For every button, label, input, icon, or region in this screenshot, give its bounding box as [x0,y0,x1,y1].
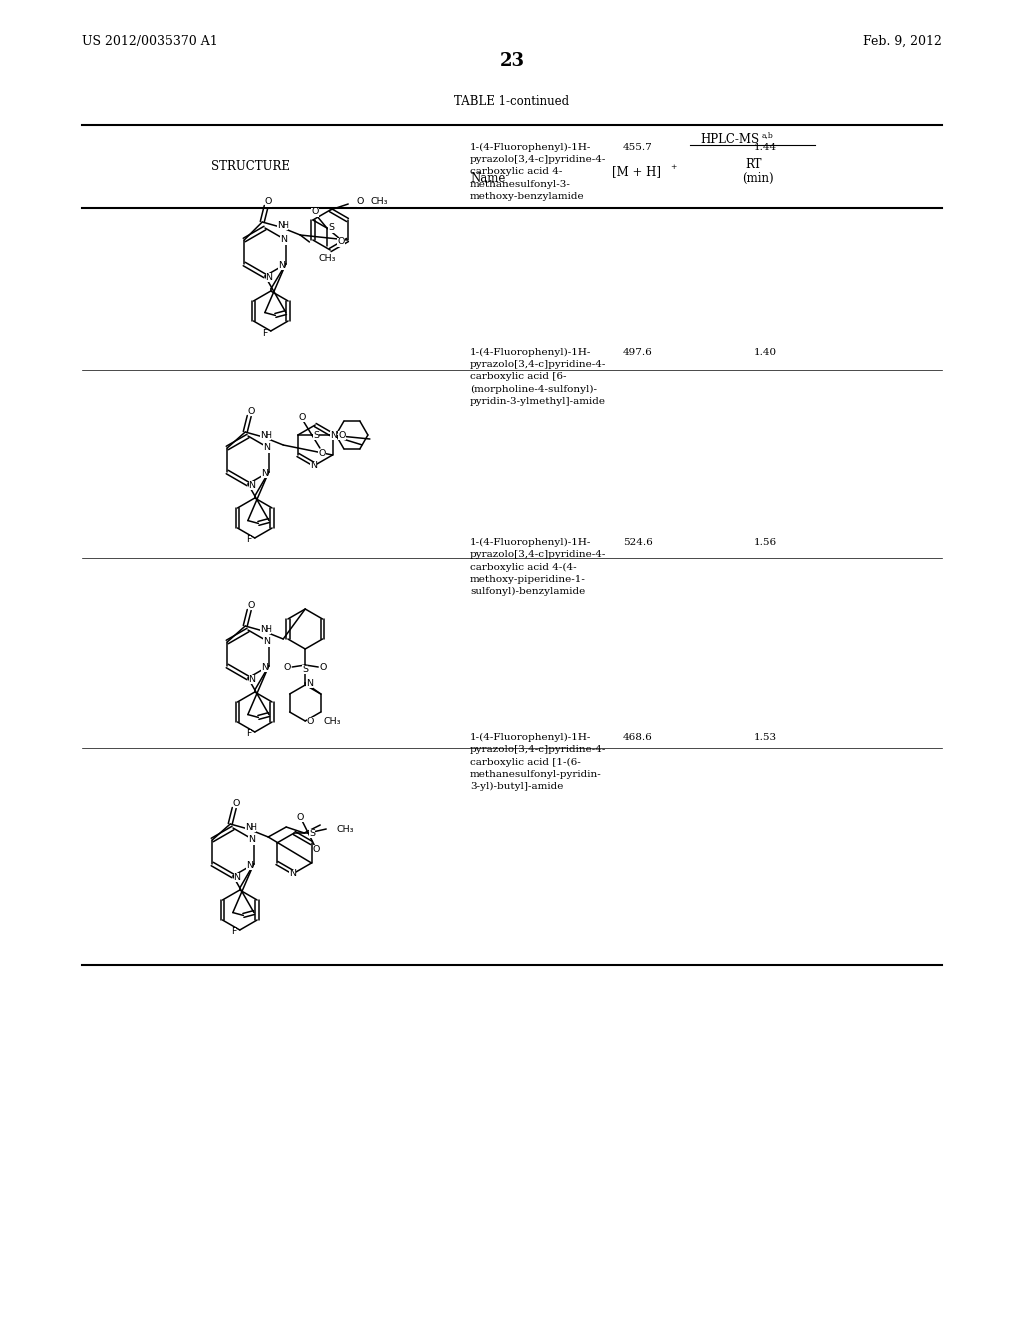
Text: 497.6: 497.6 [624,348,653,356]
Text: O: O [297,813,304,821]
Text: O: O [232,799,240,808]
Text: N: N [260,430,266,440]
Text: F: F [246,536,252,544]
Text: O: O [248,601,255,610]
Text: CH₃: CH₃ [371,198,388,206]
Text: N: N [261,469,268,478]
Text: H: H [250,822,256,832]
Text: S: S [302,664,308,673]
Text: N: N [281,235,288,244]
Text: 1.40: 1.40 [754,348,776,356]
Text: F: F [231,928,237,936]
Text: (min): (min) [742,172,773,185]
Text: O: O [319,663,327,672]
Text: S: S [328,223,334,232]
Text: 1.56: 1.56 [754,539,776,546]
Text: Name: Name [470,172,506,185]
Text: N: N [248,836,255,845]
Text: N: N [306,678,312,688]
Text: O: O [264,198,272,206]
Text: TABLE 1-continued: TABLE 1-continued [455,95,569,108]
Text: [M + H]: [M + H] [612,165,662,178]
Text: N: N [309,462,316,470]
Text: H: H [265,430,271,440]
Text: N: N [265,272,272,281]
Text: S: S [313,430,318,440]
Text: 1.44: 1.44 [754,143,776,152]
Text: N: N [245,822,252,832]
Text: O: O [298,412,305,421]
Text: H: H [265,624,271,634]
Text: CH₃: CH₃ [336,825,353,833]
Text: 1-(4-Fluorophenyl)-1H-
pyrazolo[3,4-c]pyridine-4-
carboxylic acid 4-(4-
methoxy-: 1-(4-Fluorophenyl)-1H- pyrazolo[3,4-c]py… [470,539,606,597]
Text: O: O [248,407,255,416]
Text: F: F [246,730,252,738]
Text: 23: 23 [500,51,524,70]
Text: +: + [670,162,677,172]
Text: O: O [318,449,326,458]
Text: N: N [247,861,253,870]
Text: N: N [249,480,256,490]
Text: O: O [312,845,319,854]
Text: N: N [263,444,270,453]
Text: Feb. 9, 2012: Feb. 9, 2012 [863,36,942,48]
Text: O: O [284,663,291,672]
Text: N: N [289,870,296,879]
Text: CH₃: CH₃ [318,253,336,263]
Text: US 2012/0035370 A1: US 2012/0035370 A1 [82,36,218,48]
Text: 1-(4-Fluorophenyl)-1H-
pyrazolo[3,4-c]pyridine-4-
carboxylic acid [1-(6-
methane: 1-(4-Fluorophenyl)-1H- pyrazolo[3,4-c]py… [470,733,606,791]
Text: 1-(4-Fluorophenyl)-1H-
pyrazolo[3,4-c]pyridine-4-
carboxylic acid 4-
methanesulf: 1-(4-Fluorophenyl)-1H- pyrazolo[3,4-c]py… [470,143,606,201]
Text: F: F [262,329,267,338]
Text: O: O [356,198,364,206]
Text: HPLC-MS: HPLC-MS [700,133,759,147]
Text: N: N [233,873,241,882]
Text: N: N [263,638,270,647]
Text: N: N [249,675,256,684]
Text: O: O [338,430,345,440]
Text: S: S [309,829,315,837]
Text: 455.7: 455.7 [624,143,653,152]
Text: N: N [279,260,286,269]
Text: CH₃: CH₃ [324,717,341,726]
Text: O: O [337,238,345,247]
Text: RT: RT [745,158,762,172]
Text: N: N [331,430,337,440]
Text: N: N [276,220,284,230]
Text: H: H [283,220,288,230]
Text: STRUCTURE: STRUCTURE [211,160,290,173]
Text: a,b: a,b [762,131,774,139]
Text: 1-(4-Fluorophenyl)-1H-
pyrazolo[3,4-c]pyridine-4-
carboxylic acid [6-
(morpholin: 1-(4-Fluorophenyl)-1H- pyrazolo[3,4-c]py… [470,348,606,407]
Text: 524.6: 524.6 [624,539,653,546]
Text: 1.53: 1.53 [754,733,776,742]
Text: 468.6: 468.6 [624,733,653,742]
Text: N: N [261,663,268,672]
Text: O: O [306,717,314,726]
Text: N: N [260,624,266,634]
Text: O: O [311,207,318,216]
